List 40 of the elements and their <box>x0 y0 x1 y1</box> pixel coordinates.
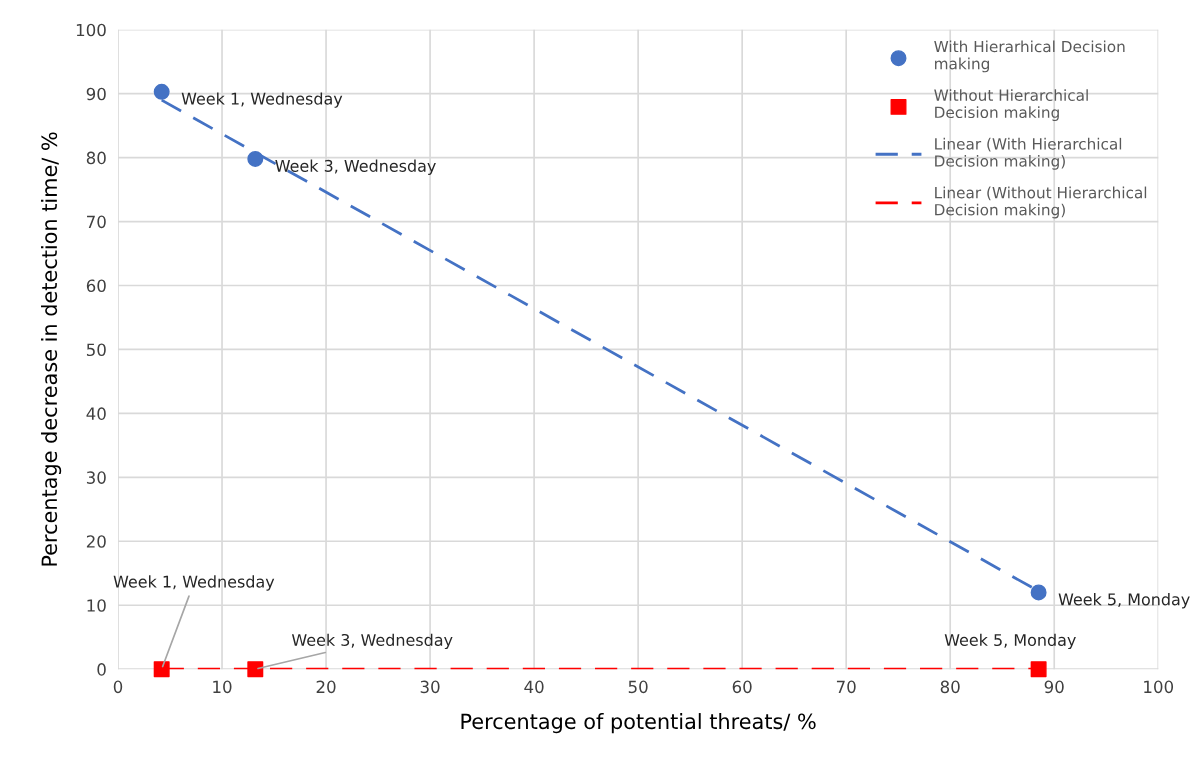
y-tick-label: 0 <box>97 663 106 676</box>
y-tick-label: 80 <box>86 151 106 165</box>
legend-label: Without Hierarchical Decision making <box>934 89 1088 122</box>
point <box>247 661 264 678</box>
x-tick-label: 30 <box>420 680 440 694</box>
annotation: Week 3, Wednesday <box>275 159 436 175</box>
point <box>153 83 170 100</box>
x-tick-label: 50 <box>628 680 648 694</box>
y-tick-label: 90 <box>86 87 106 101</box>
x-tick-label: 0 <box>113 680 123 694</box>
x-tick-label: 100 <box>1144 680 1174 694</box>
y-tick-label: 10 <box>87 599 106 612</box>
x-tick-label: 60 <box>732 680 752 694</box>
y-tick-label: 20 <box>86 535 106 548</box>
x-tick-label: 10 <box>213 680 232 694</box>
x-tick-label: 70 <box>836 680 856 694</box>
y-tick-label: 30 <box>86 471 106 484</box>
annotation: Week 5, Monday <box>1058 593 1190 609</box>
annotation: Week 1, Wednesday <box>181 92 343 108</box>
x-axis-title: Percentage of potential threats/ % <box>461 713 816 734</box>
legend-label: Linear (With Hierarchical Decision making) <box>935 137 1122 170</box>
x-tick-label: 20 <box>316 680 336 694</box>
annotation: Week 1, Wednesday <box>113 575 275 591</box>
annotation: Week 3, Wednesday <box>291 633 453 650</box>
annotation: Week 5, Monday <box>944 633 1076 650</box>
point <box>247 150 264 167</box>
point <box>153 661 170 678</box>
y-tick-label: 50 <box>86 343 106 357</box>
point <box>1030 584 1047 601</box>
legend-label: Linear (Without Hierarchical Decision making) <box>935 186 1147 219</box>
y-tick-label: 70 <box>87 215 106 229</box>
x-tick-label: 40 <box>524 680 544 694</box>
y-tick-label: 40 <box>86 407 106 420</box>
y-tick-label: 100 <box>76 23 106 37</box>
point <box>1030 661 1047 678</box>
x-tick-label: 80 <box>940 680 960 694</box>
y-tick-label: 60 <box>86 279 106 293</box>
x-tick-label: 90 <box>1044 680 1064 694</box>
legend-label: With Hierarhical Decision making <box>934 40 1125 73</box>
y-axis-title: Percentage decrease in detection time/ % <box>41 132 62 566</box>
